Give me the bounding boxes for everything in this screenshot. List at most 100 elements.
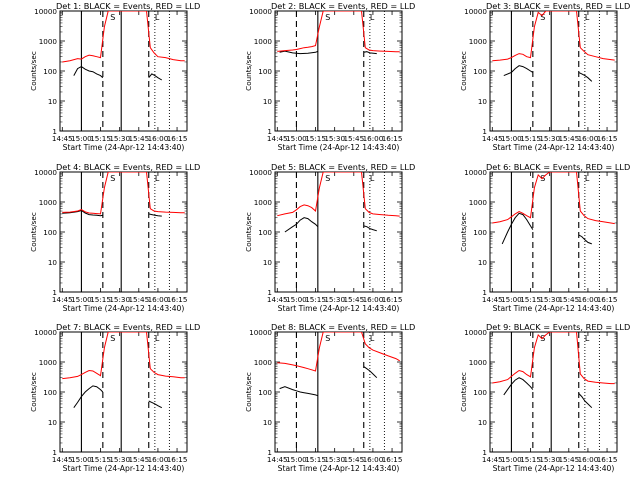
x-tick-label: 16:15: [597, 295, 618, 304]
flag-s-label: S: [110, 174, 115, 183]
y-tick-label: 1000: [469, 198, 488, 207]
series-lld-line: [62, 172, 185, 215]
flag-s-label: S: [325, 334, 330, 343]
flag-l-label: L: [155, 13, 160, 22]
y-axis-label: Counts/sec: [29, 51, 38, 91]
x-tick-label: 15:00: [71, 455, 92, 464]
series-events-line: [363, 225, 377, 232]
y-axis-label: Counts/sec: [244, 51, 253, 91]
panel-title: Det 7: BLACK = Events, RED = LLD: [56, 322, 200, 332]
series-events-line: [62, 209, 103, 217]
x-tick-label: 15:00: [501, 295, 522, 304]
panel-1: Det 1: BLACK = Events, RED = LLD 1 10 100 10…: [29, 1, 200, 152]
y-tick-label: 1000: [39, 358, 58, 367]
panel-title: Det 2: BLACK = Events, RED = LLD: [271, 1, 415, 11]
panel-title: Det 9: BLACK = Events, RED = LLD: [486, 322, 630, 332]
x-tick-label: 15:00: [286, 295, 307, 304]
y-axis-label: Counts/sec: [29, 372, 38, 412]
x-tick-label: 15:15: [90, 455, 111, 464]
x-tick-label: 15:30: [109, 295, 130, 304]
flag-s-label: S: [110, 13, 115, 22]
x-tick-label: 16:15: [167, 295, 188, 304]
x-axis-label: Start Time (24-Apr-12 14:43:40): [63, 304, 185, 313]
x-tick-label: 15:30: [109, 455, 130, 464]
y-tick-label: 100: [473, 228, 487, 237]
x-tick-label: 15:00: [501, 455, 522, 464]
series-lld-line: [492, 11, 615, 62]
y-tick-label: 1: [267, 288, 272, 297]
panel-title: Det 3: BLACK = Events, RED = LLD: [486, 1, 630, 11]
x-tick-label: 14:45: [482, 134, 503, 143]
y-tick-label: 10000: [249, 328, 272, 337]
panel-4: Det 4: BLACK = Events, RED = LLD 1 10 100 10…: [29, 162, 200, 313]
series-events-line: [503, 65, 534, 77]
panel-2: Det 2: BLACK = Events, RED = LLD 1 10 100 10…: [244, 1, 415, 152]
x-tick-label: 16:15: [382, 295, 403, 304]
y-tick-label: 1000: [469, 37, 488, 46]
flag-s-label: S: [325, 13, 330, 22]
y-tick-label: 1000: [39, 198, 58, 207]
flag-l-label: L: [585, 174, 590, 183]
y-tick-label: 1: [267, 127, 272, 136]
y-tick-label: 10: [48, 97, 58, 106]
y-tick-label: 100: [473, 388, 487, 397]
y-tick-label: 10: [263, 418, 273, 427]
x-tick-label: 15:15: [90, 295, 111, 304]
y-tick-label: 1000: [39, 37, 58, 46]
y-tick-label: 100: [43, 228, 57, 237]
flag-l-label: L: [585, 13, 590, 22]
series-lld-line: [277, 332, 400, 372]
x-tick-label: 15:30: [539, 295, 560, 304]
y-tick-label: 10000: [464, 168, 487, 177]
x-tick-label: 14:45: [267, 134, 288, 143]
x-tick-label: 15:00: [71, 295, 92, 304]
flag-l-label: L: [155, 334, 160, 343]
panel-title: Det 4: BLACK = Events, RED = LLD: [56, 162, 200, 172]
x-tick-label: 15:15: [305, 295, 326, 304]
y-tick-label: 1: [482, 288, 487, 297]
x-tick-label: 15:15: [520, 295, 541, 304]
x-tick-label: 14:45: [52, 134, 73, 143]
plot-frame: [59, 331, 188, 453]
series-events-line: [363, 51, 377, 55]
x-tick-label: 16:15: [597, 455, 618, 464]
plot-frame: [59, 10, 188, 132]
x-tick-label: 15:15: [305, 134, 326, 143]
plot-frame: [59, 171, 188, 293]
panel-title: Det 1: BLACK = Events, RED = LLD: [56, 1, 200, 11]
plot-frame: [489, 331, 618, 453]
y-tick-label: 100: [258, 228, 272, 237]
x-tick-label: 15:00: [286, 455, 307, 464]
plot-frame: [274, 10, 403, 132]
y-tick-label: 10: [48, 418, 58, 427]
x-axis-label: Start Time (24-Apr-12 14:43:40): [63, 464, 185, 473]
x-tick-label: 16:00: [148, 455, 169, 464]
panel-7: Det 7: BLACK = Events, RED = LLD 1 10 100 10…: [29, 322, 200, 473]
panel-3: Det 3: BLACK = Events, RED = LLD 1 10 100 10…: [459, 1, 630, 152]
x-tick-label: 15:30: [324, 134, 345, 143]
x-tick-label: 15:15: [305, 455, 326, 464]
x-tick-label: 15:15: [520, 455, 541, 464]
series-events-line: [148, 73, 163, 81]
plot-frame: [489, 171, 618, 293]
x-tick-label: 16:15: [382, 455, 403, 464]
x-tick-label: 16:00: [578, 295, 599, 304]
x-tick-label: 14:45: [267, 455, 288, 464]
series-events-line: [73, 385, 104, 408]
plot-frame: [489, 10, 618, 132]
y-axis-label: Counts/sec: [459, 51, 468, 91]
y-tick-label: 10: [263, 258, 273, 267]
x-tick-label: 15:45: [558, 134, 579, 143]
x-tick-label: 16:00: [363, 455, 384, 464]
panel-8: Det 8: BLACK = Events, RED = LLD 1 10 100 10…: [244, 322, 415, 473]
series-events-line: [578, 71, 593, 82]
y-tick-label: 1000: [254, 198, 273, 207]
y-tick-label: 100: [473, 67, 487, 76]
y-tick-label: 10000: [249, 7, 272, 16]
x-axis-label: Start Time (24-Apr-12 14:43:40): [493, 143, 615, 152]
series-events-line: [279, 386, 318, 397]
y-tick-label: 10000: [34, 168, 57, 177]
x-tick-label: 15:45: [558, 455, 579, 464]
